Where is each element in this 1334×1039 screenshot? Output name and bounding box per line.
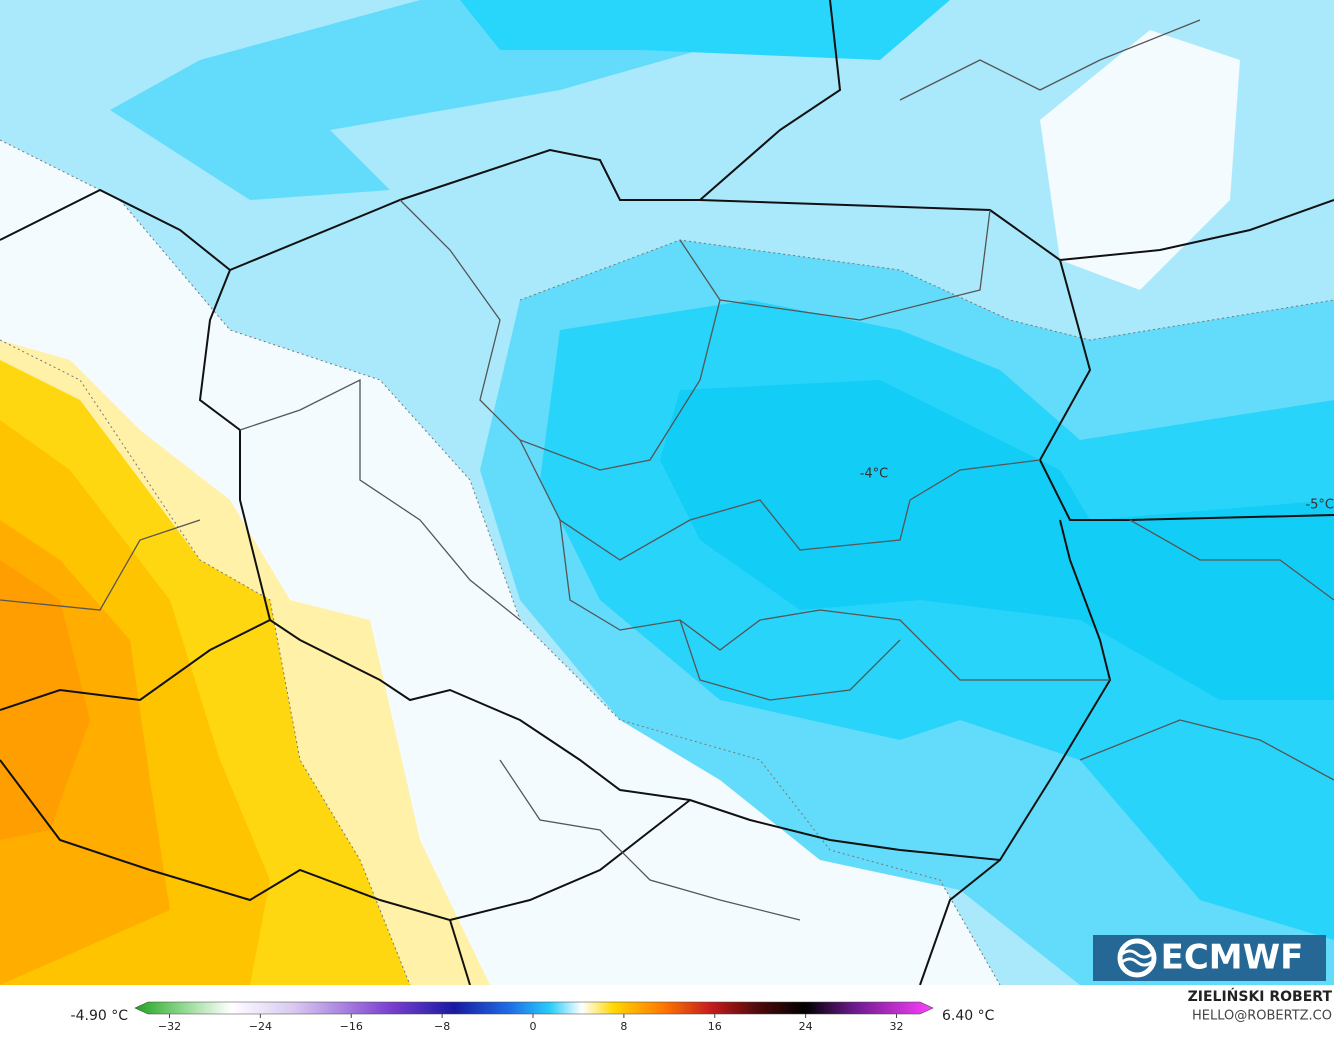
- colorbar-tick-label: −32: [158, 1020, 181, 1033]
- colorbar-tick-label: 0: [530, 1020, 537, 1033]
- map-label: -5°C: [1305, 498, 1334, 513]
- logo-text: ECMWF: [1161, 938, 1304, 978]
- colorbar: -4.90 °C 6.40 °C: [71, 1001, 995, 1024]
- colorbar-tick-label: −8: [434, 1020, 450, 1033]
- author-name: ZIELIŃSKI ROBERT: [1188, 987, 1333, 1005]
- map-label: -4°C: [860, 467, 889, 482]
- colorbar-min: -4.90 °C: [71, 1008, 129, 1024]
- author-email: HELLO@ROBERTZ.CO: [1192, 1009, 1332, 1024]
- colorbar-tick-label: 8: [620, 1020, 627, 1033]
- borders: [0, 0, 1334, 986]
- temperature-field: [0, 0, 1334, 986]
- colorbar-tick-label: 16: [708, 1020, 722, 1033]
- colorbar-tick-label: −16: [340, 1020, 363, 1033]
- colorbar-max: 6.40 °C: [942, 1008, 995, 1024]
- colorbar-tick-label: 24: [799, 1020, 813, 1033]
- colorbar-tick-label: 32: [890, 1020, 904, 1033]
- regions: [0, 19, 1334, 921]
- logo-box: ECMWF: [1093, 935, 1326, 981]
- colorbar-tick-label: −24: [249, 1020, 272, 1033]
